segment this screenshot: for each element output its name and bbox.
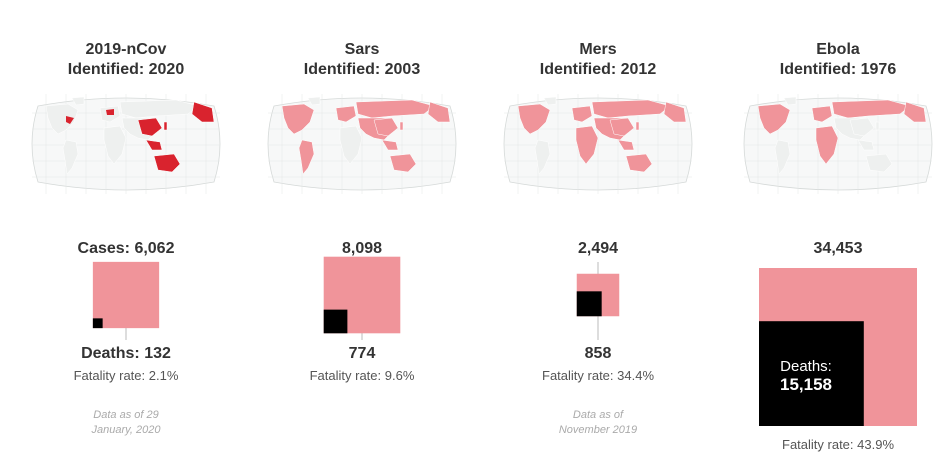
region-russia — [119, 99, 199, 119]
region-australia — [625, 153, 653, 173]
region-africa — [103, 125, 127, 165]
panel-sars: Sars Identified: 2003 8,098 774 Fatality… — [244, 0, 480, 471]
deaths-label: Deaths: 132 — [81, 345, 171, 362]
panel-ebola: Ebola Identified: 1976 34,453 Deaths: 15… — [720, 0, 949, 471]
region-china — [137, 117, 163, 137]
world-map-sars — [267, 94, 457, 194]
world-map-ebola — [743, 94, 933, 194]
region-north-america — [281, 103, 315, 135]
deaths-label: 858 — [584, 345, 612, 362]
region-japan — [399, 121, 404, 131]
region-europe — [811, 105, 833, 123]
panel-2019-ncov: 2019-nCov Identified: 2020 Cases: 6,062 … — [8, 0, 244, 471]
region-se-asia — [145, 139, 163, 151]
area-squares-ebola — [759, 268, 917, 426]
region-greenland — [307, 96, 321, 106]
region-south-america — [774, 139, 791, 175]
region-se-asia — [857, 139, 875, 151]
region-greenland — [543, 96, 557, 106]
region-australia — [153, 153, 181, 173]
region-africa — [815, 125, 839, 165]
region-china — [373, 117, 399, 137]
region-north-america — [757, 103, 791, 135]
fatality-rate: Fatality rate: 43.9% — [782, 437, 894, 452]
panel-title: Sars — [344, 41, 380, 58]
region-russia — [355, 99, 435, 119]
deaths-label-box: Deaths: 15,158 — [760, 358, 852, 395]
region-australia — [389, 153, 417, 173]
panel-identified: Identified: 1976 — [779, 61, 897, 78]
region-russia — [831, 99, 911, 119]
cases-label: 2,494 — [577, 240, 619, 257]
data-note-line-2: January, 2020 — [91, 424, 161, 436]
region-south-america — [62, 139, 79, 175]
fatality-rate: Fatality rate: 2.1% — [73, 368, 179, 383]
cases-label: 34,453 — [813, 240, 863, 257]
world-map-mers — [503, 94, 693, 194]
panel-identified: Identified: 2003 — [303, 61, 421, 78]
data-note-line-2: November 2019 — [558, 424, 638, 436]
region-europe — [571, 105, 593, 123]
region-south-america — [534, 139, 551, 175]
region-north-america-partial — [66, 116, 74, 124]
region-alaska-east — [663, 101, 687, 123]
region-australia — [865, 153, 893, 173]
region-russia — [591, 99, 671, 119]
region-south-america — [298, 139, 315, 175]
panel-title: 2019-nCov — [85, 41, 167, 58]
panel-title: Ebola — [816, 41, 860, 58]
region-north-america — [517, 103, 551, 135]
region-se-asia — [381, 139, 399, 151]
deaths-square — [576, 291, 602, 317]
data-note-line-1: Data as of 29 — [93, 409, 159, 421]
fatality-rate: Fatality rate: 9.6% — [309, 368, 415, 383]
region-china — [849, 117, 875, 137]
panel-identified: Identified: 2012 — [539, 61, 657, 78]
region-alaska-east — [191, 101, 215, 123]
region-europe — [335, 105, 357, 123]
area-squares-sars — [323, 256, 401, 340]
region-alaska-east — [903, 101, 927, 123]
panel-identified: Identified: 2020 — [67, 61, 185, 78]
region-africa — [339, 125, 363, 165]
area-squares-2019-ncov — [92, 261, 160, 340]
region-europe-partial — [106, 109, 114, 115]
region-se-asia — [617, 139, 635, 151]
deaths-value: 15,158 — [780, 375, 832, 394]
area-squares-mers — [576, 262, 620, 340]
region-japan — [875, 121, 880, 131]
region-japan — [635, 121, 640, 131]
deaths-square — [759, 321, 864, 426]
region-greenland — [71, 96, 85, 106]
region-china — [609, 117, 635, 137]
panel-title: Mers — [579, 41, 617, 58]
world-map-2019-ncov — [31, 94, 221, 194]
data-note-line-1: Data as of — [572, 409, 624, 421]
deaths-label: 774 — [348, 345, 376, 362]
cases-label: Cases: 6,062 — [77, 240, 175, 257]
deaths-square — [92, 318, 103, 329]
region-greenland — [783, 96, 797, 106]
region-japan — [163, 121, 168, 131]
panel-mers: Mers Identified: 2012 2,494 858 Fatality… — [480, 0, 716, 471]
deaths-caption: Deaths: — [780, 358, 832, 375]
deaths-square — [323, 309, 348, 334]
cases-square — [92, 261, 160, 329]
cases-label: 8,098 — [341, 240, 383, 257]
fatality-rate: Fatality rate: 34.4% — [542, 368, 654, 383]
region-north-america — [45, 103, 79, 135]
region-africa — [575, 125, 599, 165]
region-alaska-east — [427, 101, 451, 123]
